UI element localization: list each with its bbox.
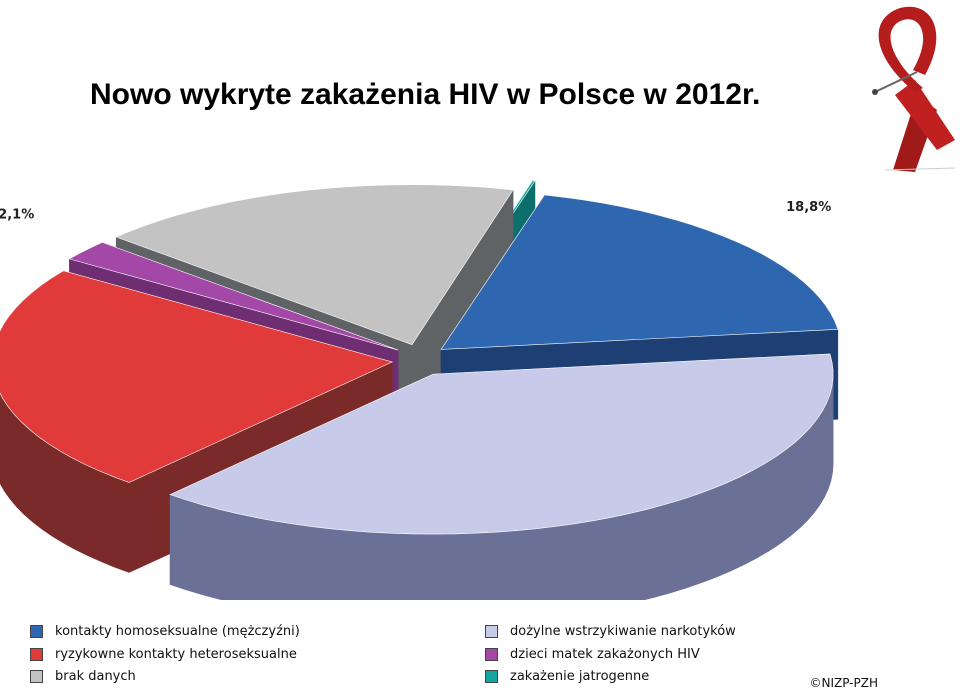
legend: kontakty homoseksualne (mężczyźni) dożyl… xyxy=(30,622,850,688)
pie-slice-top xyxy=(169,353,834,535)
pie-slice-top xyxy=(440,194,839,350)
aids-ribbon-icon xyxy=(872,6,956,172)
data-label-children: 2,1% xyxy=(0,208,34,223)
legend-item-children: dzieci matek zakażonych HIV xyxy=(485,645,850,664)
chart-title: Nowo wykryte zakażenia HIV w Polsce w 20… xyxy=(90,78,761,111)
legend-label: kontakty homoseksualne (mężczyźni) xyxy=(55,624,300,639)
pie-slice-top xyxy=(69,242,399,351)
pie-slice-top xyxy=(116,184,514,346)
legend-label: dzieci matek zakażonych HIV xyxy=(510,646,700,662)
pie-chart: 18,8%38,4%23,2%2,1%17,3%0,1% xyxy=(0,180,839,600)
legend-item-iatro: zakażenie jatrogenne xyxy=(485,667,850,686)
legend-swatch xyxy=(30,647,43,661)
legend-item-nodata: brak danych xyxy=(30,667,485,686)
source-credit: ©NIZP-PZH xyxy=(809,676,878,690)
legend-label: zakażenie jatrogenne xyxy=(510,669,650,685)
pie-slice-top xyxy=(0,270,394,483)
legend-item-hetero: ryzykowne kontakty heteroseksualne xyxy=(30,645,485,664)
legend-swatch xyxy=(485,625,498,638)
legend-swatch xyxy=(485,670,498,684)
legend-label: ryzykowne kontakty heteroseksualne xyxy=(55,646,297,662)
legend-item-drugs: dożylne wstrzykiwanie narkotyków xyxy=(485,622,850,641)
legend-swatch xyxy=(485,647,498,661)
legend-swatch xyxy=(30,670,43,684)
legend-label: dożylne wstrzykiwanie narkotyków xyxy=(510,624,736,639)
pie-slice-drugs xyxy=(169,353,834,600)
data-label-homo: 18,8% xyxy=(786,200,831,215)
legend-swatch xyxy=(30,625,43,638)
legend-item-homo: kontakty homoseksualne (mężczyźni) xyxy=(30,622,485,641)
legend-label: brak danych xyxy=(55,669,136,685)
